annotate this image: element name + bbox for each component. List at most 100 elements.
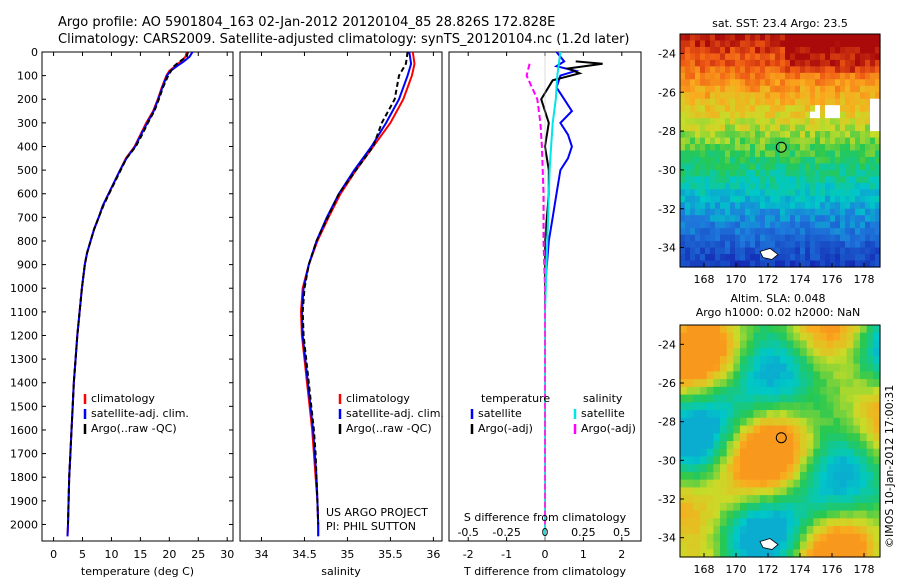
heatmap-cell — [833, 394, 841, 403]
heatmap-cell — [875, 59, 881, 67]
heatmap-cell — [766, 549, 774, 558]
heatmap-cell — [860, 479, 868, 488]
heatmap-cell — [846, 518, 854, 527]
heatmap-cell — [686, 471, 694, 481]
heatmap-cell — [720, 425, 728, 434]
heatmap-cell — [853, 402, 861, 411]
heatmap-cell — [840, 208, 846, 216]
heatmap-cell — [695, 118, 701, 126]
heatmap-cell — [750, 131, 756, 139]
heatmap-cell — [790, 79, 796, 87]
heatmap-cell — [680, 124, 686, 132]
heatmap-cell — [830, 208, 836, 216]
heatmap-cell — [720, 105, 726, 113]
heatmap-cell — [775, 72, 781, 80]
heatmap-cell — [730, 189, 736, 197]
heatmap-cell — [740, 111, 746, 119]
heatmap-cell — [760, 85, 766, 93]
x-tick-label: 176 — [822, 273, 843, 286]
heatmap-cell — [700, 479, 708, 488]
heatmap-cell — [820, 441, 828, 450]
heatmap-cell — [865, 46, 871, 55]
heatmap-cell — [720, 417, 728, 427]
heatmap-cell — [733, 379, 741, 388]
heatmap-cell — [790, 254, 796, 262]
heatmap-cell — [706, 417, 714, 427]
heatmap-cell — [760, 241, 766, 249]
heatmap-cell — [800, 169, 806, 177]
heatmap-cell — [813, 510, 821, 519]
heatmap-cell — [773, 479, 781, 488]
heatmap-cell — [870, 66, 876, 74]
heatmap-cell — [773, 471, 781, 481]
heatmap-cell — [760, 189, 766, 197]
heatmap-cell — [805, 234, 811, 242]
heatmap-cell — [866, 441, 874, 450]
heatmap-cell — [753, 448, 761, 458]
heatmap-cell — [715, 221, 721, 229]
heatmap-cell — [720, 549, 728, 558]
heatmap-cell — [800, 156, 806, 165]
heatmap-cell — [805, 105, 811, 113]
heatmap-cell — [865, 234, 871, 242]
heatmap-cell — [710, 163, 716, 171]
heatmap-cell — [786, 340, 794, 349]
heatmap-cell — [853, 325, 861, 334]
heatmap-cell — [845, 105, 851, 113]
heatmap-cell — [700, 40, 706, 48]
heatmap-cell — [870, 163, 876, 171]
heatmap-cell — [740, 487, 748, 496]
heatmap-cell — [845, 131, 851, 139]
heatmap-cell — [775, 221, 781, 229]
heatmap-cell — [850, 144, 856, 152]
heatmap-cell — [715, 79, 721, 87]
heatmap-cell — [793, 402, 801, 411]
heatmap-cell — [680, 79, 686, 87]
heatmap-cell — [680, 433, 688, 442]
heatmap-cell — [793, 495, 801, 504]
heatmap-cell — [850, 215, 856, 223]
heatmap-cell — [745, 195, 751, 203]
heatmap-cell — [726, 417, 734, 427]
heatmap-cell — [860, 241, 866, 249]
heatmap-cell — [720, 456, 728, 465]
heatmap-cell — [785, 111, 791, 119]
heatmap-cell — [860, 526, 868, 535]
heatmap-cell — [826, 487, 834, 496]
heatmap-cell — [770, 221, 776, 229]
heatmap-cell — [805, 124, 811, 132]
heatmap-cell — [825, 234, 831, 242]
heatmap-cell — [725, 150, 731, 158]
heatmap-cell — [735, 202, 741, 210]
heatmap-cell — [833, 549, 841, 558]
heatmap-cell — [865, 247, 871, 255]
heatmap-cell — [700, 131, 706, 139]
heatmap-cell — [875, 182, 881, 190]
heatmap-cell — [690, 72, 696, 80]
heatmap-cell — [750, 118, 756, 126]
heatmap-cell — [720, 221, 726, 229]
heatmap-cell — [780, 202, 786, 210]
heatmap-cell — [693, 363, 701, 372]
heatmap-cell — [700, 471, 708, 481]
heatmap-cell — [860, 487, 868, 496]
heatmap-cell — [760, 410, 768, 419]
heatmap-cell — [735, 118, 741, 126]
heatmap-cell — [726, 487, 734, 496]
heatmap-cell — [746, 425, 754, 434]
heatmap-cell — [805, 131, 811, 139]
heatmap-cell — [680, 169, 686, 177]
sla-map-title: Altim. SLA: 0.048 — [730, 292, 825, 305]
heatmap-cell — [840, 46, 846, 55]
heatmap-cell — [825, 46, 831, 55]
heatmap-cell — [805, 247, 811, 255]
heatmap-cell — [700, 59, 706, 67]
heatmap-cell — [770, 215, 776, 223]
heatmap-cell — [826, 510, 834, 519]
heatmap-cell — [710, 195, 716, 203]
heatmap-cell — [766, 502, 774, 512]
heatmap-cell — [753, 549, 761, 558]
heatmap-cell — [815, 131, 821, 139]
heatmap-cell — [715, 46, 721, 55]
heatmap-cell — [875, 40, 881, 48]
